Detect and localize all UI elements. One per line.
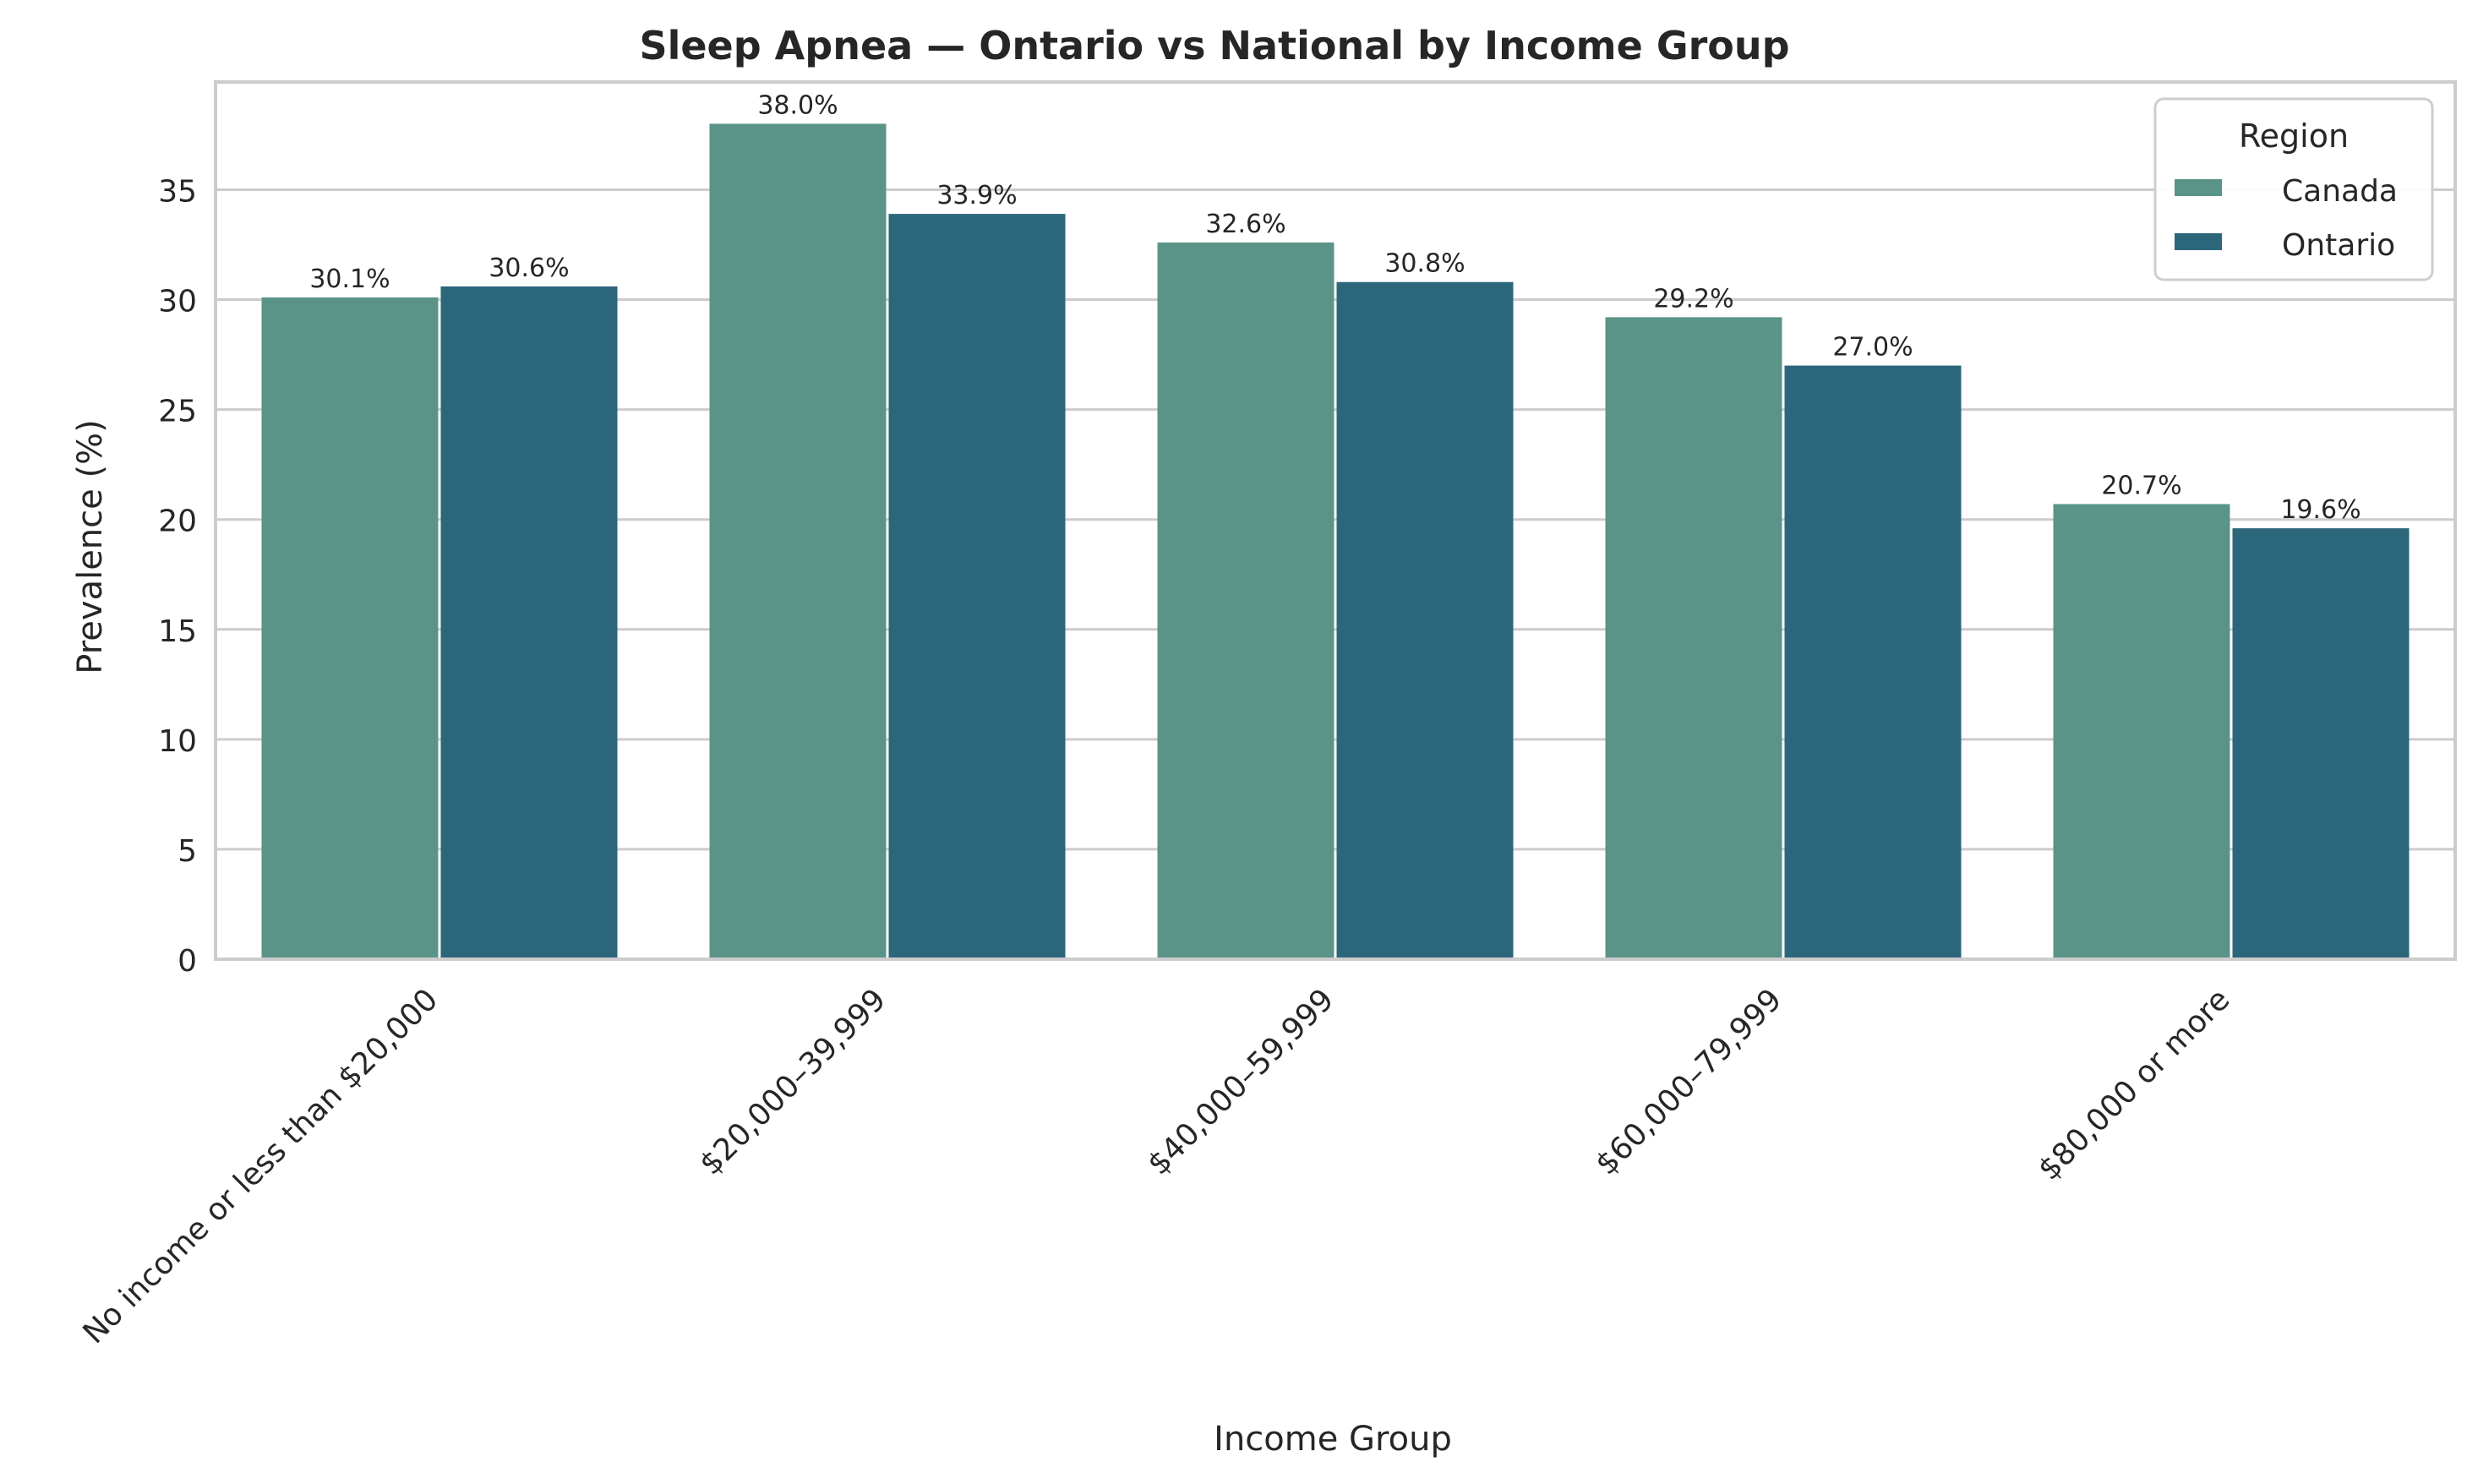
y-tick-label: 0 xyxy=(177,944,197,979)
data-label: 30.8% xyxy=(1384,249,1465,279)
bars xyxy=(261,123,2410,960)
chart-title: Sleep Apnea — Ontario vs National by Inc… xyxy=(639,23,1789,68)
data-label: 19.6% xyxy=(2280,495,2361,525)
bar-ontario-2 xyxy=(1336,281,1514,960)
bar-canada-2 xyxy=(1157,242,1334,959)
y-tick-label: 5 xyxy=(177,834,197,869)
y-tick-label: 15 xyxy=(158,614,197,649)
bar-ontario-3 xyxy=(1784,365,1962,959)
data-labels: 30.1% 30.6% 38.0% 33.9% 32.6% 30.8% 29.2% 27.0%… xyxy=(309,90,2361,525)
y-tick-label: 10 xyxy=(158,724,197,759)
legend-label-canada: Canada xyxy=(2282,174,2398,209)
data-label: 38.0% xyxy=(757,90,838,120)
data-label: 33.9% xyxy=(936,181,1017,210)
data-label: 30.6% xyxy=(488,254,569,283)
x-axis-label: Income Group xyxy=(1214,1420,1452,1459)
bar-canada-1 xyxy=(709,123,887,959)
legend: Region Canada Ontario xyxy=(2153,97,2434,281)
data-label: 20.7% xyxy=(2101,471,2181,500)
bar-canada-0 xyxy=(261,297,439,959)
data-label: 27.0% xyxy=(1832,333,1913,363)
y-axis-label: Prevalence (%) xyxy=(71,419,110,674)
bar-canada-3 xyxy=(1605,317,1782,959)
y-tick-label: 25 xyxy=(158,395,197,429)
bar-ontario-1 xyxy=(888,214,1066,960)
y-tick-label: 30 xyxy=(158,285,197,319)
data-label: 32.6% xyxy=(1205,210,1285,239)
legend-swatch-canada xyxy=(2175,179,2222,196)
y-tick-labels: 0 5 10 15 20 25 30 35 xyxy=(158,174,197,979)
legend-box xyxy=(2153,97,2434,281)
bar-ontario-4 xyxy=(2232,528,2410,959)
legend-title: Region xyxy=(2239,117,2349,155)
y-tick-label: 20 xyxy=(158,505,197,539)
bar-canada-4 xyxy=(2053,504,2230,959)
plot-frame xyxy=(214,80,2457,961)
y-tick-label: 35 xyxy=(158,174,197,209)
data-label: 29.2% xyxy=(1653,284,1733,314)
legend-swatch-ontario xyxy=(2175,233,2222,250)
bar-ontario-0 xyxy=(440,286,618,960)
legend-label-ontario: Ontario xyxy=(2282,228,2395,263)
data-label: 30.1% xyxy=(309,265,390,294)
